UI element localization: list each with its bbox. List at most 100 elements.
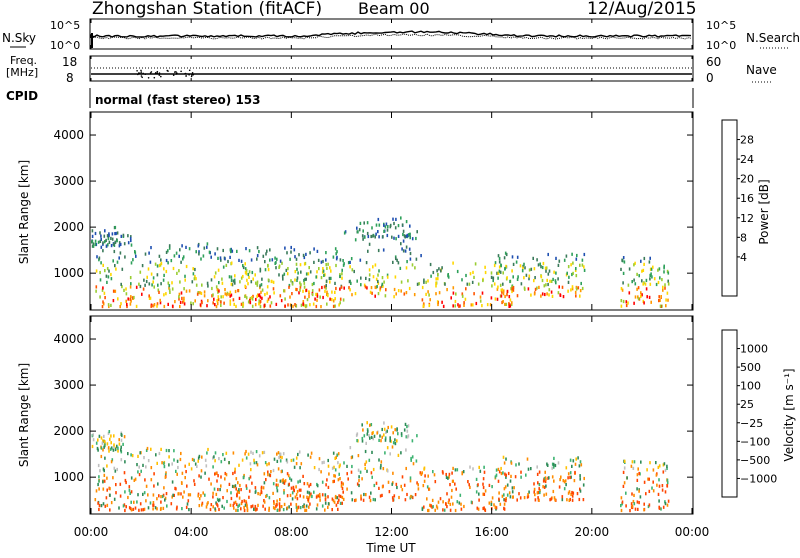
range-gate-cell [484, 265, 486, 269]
range-gate-cell [371, 431, 373, 435]
range-gate-cell [372, 275, 375, 279]
range-gate-cell [314, 297, 316, 301]
range-gate-cell [243, 499, 246, 503]
range-gate-cell [220, 475, 222, 479]
range-gate-cell [561, 498, 564, 502]
range-gate-cell [452, 502, 454, 506]
range-gate-cell [405, 234, 408, 238]
range-gate-cell [275, 504, 277, 508]
range-gate-cell [372, 467, 375, 472]
range-gate-cell [368, 434, 370, 438]
range-gate-cell [325, 279, 328, 283]
range-gate-cell [356, 279, 358, 283]
range-gate-cell [512, 495, 514, 499]
range-gate-cell [311, 282, 314, 287]
range-gate-cell [454, 508, 457, 513]
range-gate-cell [652, 489, 655, 493]
range-gate-cell [331, 298, 333, 302]
range-gate-cell [167, 249, 169, 253]
range-gate-cell [327, 502, 330, 506]
range-gate-cell [511, 289, 513, 294]
range-gate-cell [326, 302, 328, 306]
range-gate-cell [287, 303, 289, 307]
range-gate-cell [242, 274, 244, 279]
range-gate-cell [116, 467, 118, 472]
range-gate-cell [171, 281, 173, 285]
range-gate-cell [394, 438, 396, 442]
range-gate-cell [222, 248, 224, 253]
range-gate-cell [479, 295, 482, 299]
range-gate-cell [415, 236, 417, 241]
range-gate-cell [360, 497, 362, 501]
range-gate-cell [375, 277, 378, 281]
range-gate-cell [224, 477, 226, 481]
range-gate-cell [665, 304, 667, 308]
range-gate-cell [561, 285, 564, 289]
range-gate-cell [524, 266, 526, 270]
range-gate-cell [662, 288, 664, 292]
range-gate-cell [638, 489, 640, 493]
range-gate-cell [214, 472, 216, 476]
range-gate-cell [558, 485, 561, 489]
range-gate-cell [367, 429, 369, 433]
range-gate-cell [212, 491, 214, 495]
range-gate-cell [316, 292, 319, 296]
range-gate-cell [578, 464, 581, 468]
range-gate-cell [399, 266, 402, 270]
range-gate-cell [156, 302, 159, 306]
range-gate-cell [113, 466, 116, 470]
range-gate-cell [403, 483, 406, 487]
range-gate-cell [200, 494, 202, 498]
range-gate-cell [404, 422, 407, 426]
range-gate-cell [396, 485, 398, 490]
range-gate-cell [150, 447, 152, 451]
range-gate-cell [493, 503, 495, 507]
range-gate-cell [236, 249, 238, 253]
range-gate-cell [225, 473, 228, 477]
range-gate-cell [110, 236, 112, 240]
range-gate-cell [423, 278, 425, 282]
range-gate-cell [493, 263, 496, 268]
range-gate-cell [222, 295, 224, 299]
range-gate-cell [623, 481, 626, 485]
range-gate-cell [245, 484, 248, 488]
range-gate-cell [573, 479, 576, 483]
nave-dot [153, 76, 156, 79]
range-gate-cell [255, 508, 257, 512]
range-gate-cell [481, 291, 484, 295]
range-gate-cell [318, 267, 320, 271]
range-gate-cell [293, 248, 296, 252]
range-gate-cell [299, 263, 302, 267]
range-gate-cell [503, 493, 505, 497]
range-gate-cell [309, 303, 311, 307]
range-gate-cell [263, 481, 266, 485]
range-gate-cell [533, 482, 535, 486]
range-gate-cell [497, 254, 500, 258]
range-gate-cell [454, 482, 456, 486]
range-gate-cell [496, 287, 499, 291]
range-gate-cell [95, 242, 98, 247]
range-gate-cell [538, 285, 540, 289]
range-gate-cell [540, 265, 542, 269]
range-gate-cell [565, 466, 568, 470]
range-gate-cell [249, 462, 252, 466]
range-gate-cell [229, 503, 232, 507]
range-gate-cell [133, 500, 135, 504]
range-gate-cell [427, 279, 429, 283]
range-gate-cell [648, 489, 651, 493]
range-gate-cell [342, 298, 345, 302]
range-gate-cell [636, 473, 639, 477]
range-gate-cell [156, 497, 158, 501]
range-gate-cell [620, 299, 623, 303]
range-gate-cell [289, 257, 291, 261]
range-gate-cell [452, 286, 455, 290]
range-gate-cell [326, 292, 328, 297]
range-gate-cell [664, 502, 667, 506]
range-gate-cell [116, 260, 119, 264]
range-gate-cell [438, 267, 440, 271]
range-gate-cell [498, 269, 501, 273]
range-gate-cell [299, 466, 301, 470]
range-gate-cell [248, 249, 251, 253]
range-gate-cell [658, 267, 661, 271]
range-gate-cell [371, 291, 373, 295]
